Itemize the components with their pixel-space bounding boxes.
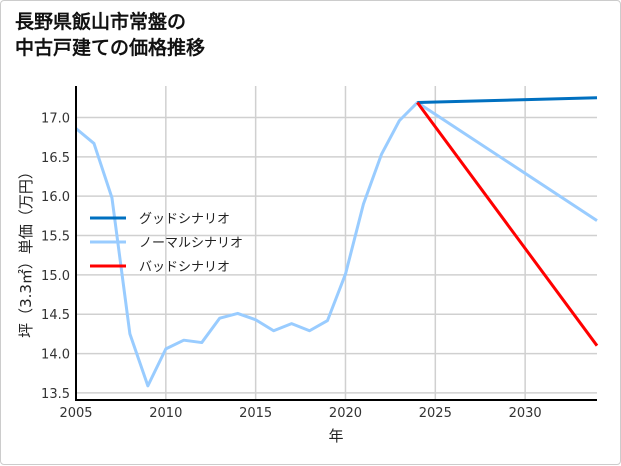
- y-tick-label: 17.0: [41, 111, 70, 126]
- x-tick-label: 2010: [149, 406, 182, 421]
- y-tick-label: 16.5: [41, 151, 70, 166]
- series-line-2: [75, 101, 598, 388]
- legend-label: バッドシナリオ: [139, 260, 230, 275]
- x-tick-label: 2030: [509, 406, 542, 421]
- x-axis-label: 年: [328, 427, 343, 445]
- chart-title-line-1: 長野県飯山市常盤の: [15, 11, 187, 33]
- y-tick-label: 16.0: [41, 190, 70, 205]
- series-line-3: [416, 101, 599, 347]
- legend-label: グッドシナリオ: [139, 212, 230, 227]
- y-axis-label: 坪（3.3㎡）単価（万円）: [17, 164, 35, 338]
- series-line-1: [417, 96, 598, 105]
- y-tick-label: 13.5: [41, 387, 70, 402]
- y-tick-label: 15.5: [41, 230, 70, 245]
- x-tick-label: 2015: [239, 406, 272, 421]
- y-tick-label: 14.5: [41, 308, 70, 323]
- chart-title-line-2: 中古戸建ての価格推移: [15, 37, 206, 59]
- y-tick-label: 14.0: [41, 348, 70, 363]
- x-tick-label: 2025: [419, 406, 452, 421]
- chart-title: 長野県飯山市常盤の 中古戸建ての価格推移: [15, 9, 205, 61]
- x-tick-label: 2020: [329, 406, 362, 421]
- x-tick-label: 2005: [59, 406, 92, 421]
- y-tick-label: 15.0: [41, 269, 70, 284]
- legend-label: ノーマルシナリオ: [139, 236, 243, 251]
